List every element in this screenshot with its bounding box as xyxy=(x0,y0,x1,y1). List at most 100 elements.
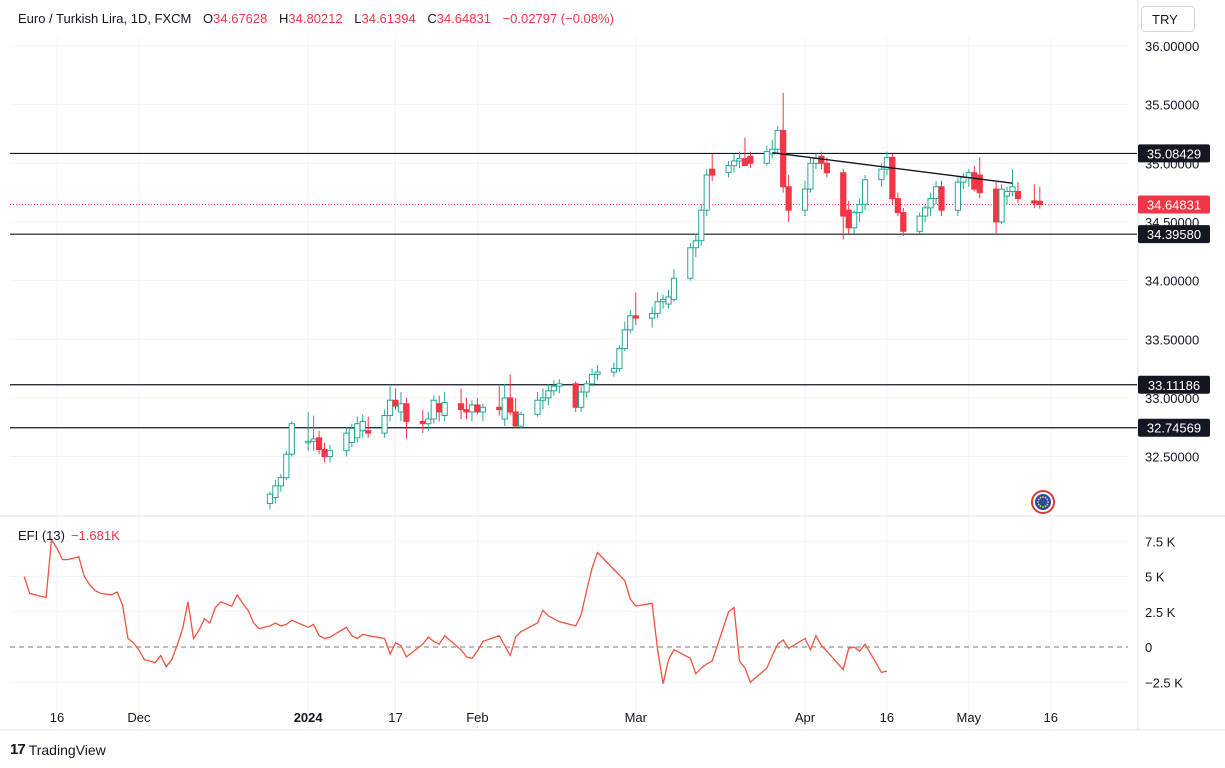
candle-up xyxy=(583,380,590,398)
price-pane xyxy=(10,0,1128,515)
candle-body xyxy=(610,368,618,373)
candle-body xyxy=(960,176,967,183)
efi-header: EFI (13) −1.681K xyxy=(18,528,120,543)
candle-up xyxy=(578,386,585,412)
candle-series xyxy=(266,92,1043,510)
candle-body xyxy=(359,420,366,432)
tradingview-logo[interactable]: 17 TradingView xyxy=(10,741,106,758)
candle-body xyxy=(474,404,481,413)
candle-up xyxy=(550,380,557,396)
candle-down xyxy=(747,151,754,168)
candle-down xyxy=(1014,182,1022,204)
x-tick-label: May xyxy=(957,710,982,725)
candle-body xyxy=(900,212,907,232)
candle-up xyxy=(359,414,366,438)
candle-body xyxy=(556,383,563,387)
high-label: H xyxy=(279,11,289,26)
candle-body xyxy=(670,277,678,300)
x-tick-label: Apr xyxy=(795,710,816,725)
currency-button[interactable]: TRY xyxy=(1141,6,1195,32)
candle-body xyxy=(501,397,508,420)
candle-body xyxy=(419,420,426,425)
candle-body xyxy=(594,371,601,375)
candle-up xyxy=(441,392,448,422)
candle-up xyxy=(670,268,678,302)
candle-body xyxy=(801,188,809,211)
y-tick-label: 32.50000 xyxy=(1145,450,1199,465)
candle-up xyxy=(305,411,312,451)
efi-y-tick-label: 7.5 K xyxy=(1145,534,1176,549)
eu-flag-icon[interactable] xyxy=(1031,490,1055,514)
candle-body xyxy=(283,453,290,479)
x-tick-label: 16 xyxy=(1043,710,1057,725)
candle-up xyxy=(539,388,547,410)
candle-body xyxy=(649,312,656,319)
candle-body xyxy=(277,477,284,487)
y-tick-label: 33.50000 xyxy=(1145,332,1199,347)
y-tick-label: 34.00000 xyxy=(1145,274,1199,289)
x-tick-label: Mar xyxy=(625,710,648,725)
symbol-title[interactable]: Euro / Turkish Lira, 1D, FXCM xyxy=(18,11,192,26)
candle-body xyxy=(736,158,743,162)
efi-label[interactable]: EFI (13) xyxy=(18,528,65,543)
candle-down xyxy=(403,397,410,439)
candle-body xyxy=(381,414,388,434)
efi-y-tick-label: 2.5 K xyxy=(1145,605,1176,620)
candle-up xyxy=(588,368,596,387)
candle-body xyxy=(512,411,519,427)
candle-body xyxy=(305,440,312,444)
candle-up xyxy=(998,184,1005,225)
candle-up xyxy=(430,395,437,424)
level-price-label: 35.08429 xyxy=(1147,146,1201,161)
candle-body xyxy=(851,212,858,229)
candle-body xyxy=(878,168,885,181)
candle-down xyxy=(572,381,579,412)
candle-up xyxy=(725,160,732,178)
candle-down xyxy=(632,292,639,326)
candle-body xyxy=(741,158,749,167)
candle-up xyxy=(698,204,705,246)
x-tick-label: 17 xyxy=(388,710,402,725)
candle-body xyxy=(430,399,437,420)
candle-body xyxy=(823,162,830,174)
candle-body xyxy=(397,403,405,413)
x-tick-label: Dec xyxy=(127,710,151,725)
level-price-label: 32.74569 xyxy=(1147,421,1201,436)
candle-body xyxy=(698,209,705,242)
candle-body xyxy=(654,301,661,314)
axes: 16 Dec 2024 17 Feb Mar Apr 16 May 16 36.00000 35.50… xyxy=(50,39,1199,725)
candle-body xyxy=(425,418,432,425)
candle-down xyxy=(840,169,847,240)
candle-body xyxy=(578,391,585,408)
candle-body xyxy=(845,209,852,229)
candle-up xyxy=(326,444,334,463)
candle-down xyxy=(457,388,465,420)
level-price-badge xyxy=(1138,418,1210,437)
candle-up xyxy=(861,175,869,211)
grid-lines xyxy=(0,0,1225,731)
candle-down xyxy=(315,430,323,455)
candle-up xyxy=(927,192,934,217)
trendline-segment[interactable] xyxy=(772,152,1013,184)
candle-body xyxy=(572,383,579,408)
candle-body xyxy=(747,155,754,164)
candle-down xyxy=(889,153,896,205)
candle-up xyxy=(922,204,929,222)
efi-value: −1.681K xyxy=(70,528,120,543)
y-tick-label: 33.00000 xyxy=(1145,391,1199,406)
candle-body xyxy=(348,427,355,443)
candle-down xyxy=(785,175,792,222)
candle-down xyxy=(780,92,787,193)
candle-body xyxy=(692,240,699,249)
candle-up xyxy=(649,306,656,328)
candle-body xyxy=(266,493,274,504)
candle-body xyxy=(725,165,732,174)
candle-body xyxy=(894,197,901,214)
candle-up xyxy=(621,321,628,351)
candle-body xyxy=(507,397,514,413)
candle-body xyxy=(550,385,557,392)
trendline[interactable] xyxy=(772,152,1013,184)
candle-down xyxy=(823,157,830,178)
candle-body xyxy=(479,406,486,413)
